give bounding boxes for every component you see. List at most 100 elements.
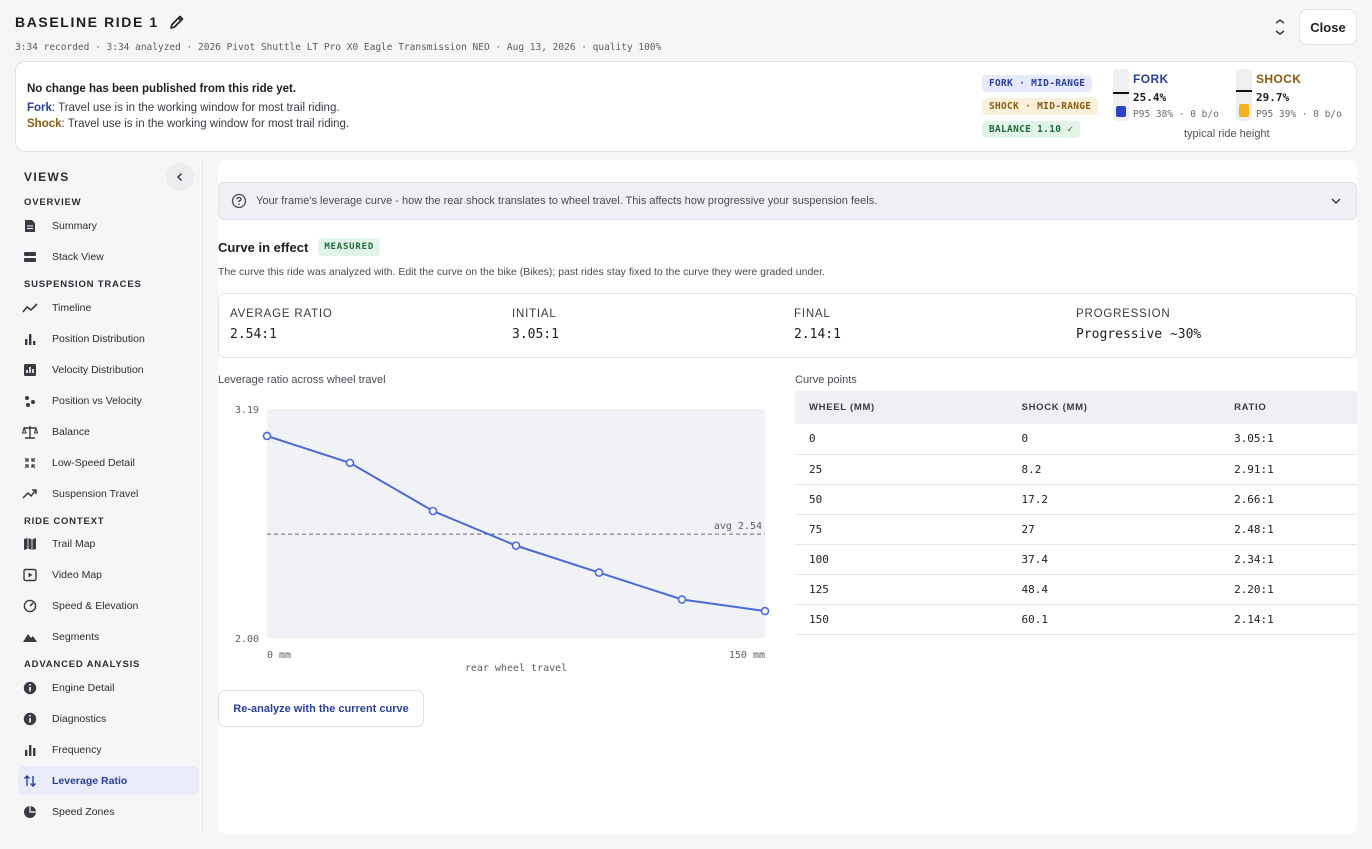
sidebar-item-label: Diagnostics [52, 712, 107, 725]
sidebar-item-label: Balance [52, 425, 90, 438]
views-heading: VIEWS [24, 170, 70, 184]
table-row: 75 27 2.48:1 [795, 514, 1357, 545]
histogram-icon [22, 362, 38, 378]
sidebar-item-segments[interactable]: Segments [18, 622, 199, 651]
collapse-chevrons-icon[interactable] [1272, 18, 1288, 36]
chart-title: Leverage ratio across wheel travel [218, 374, 386, 386]
stat-label: PROGRESSION [1076, 308, 1171, 320]
bar-chart-icon [22, 331, 38, 347]
table-cell: 48.4 [1007, 574, 1221, 605]
sidebar-item-velocity-distribution[interactable]: Velocity Distribution [18, 355, 199, 384]
shock-gauge-fill [1239, 103, 1249, 117]
sidebar-item-leverage-ratio[interactable]: Leverage Ratio [18, 766, 199, 795]
sidebar-item-low-speed-detail[interactable]: Low-Speed Detail [18, 448, 199, 477]
reanalyze-button[interactable]: Re-analyze with the current curve [218, 690, 424, 727]
sidebar-item-label: Engine Detail [52, 681, 115, 694]
table-cell: 25 [795, 454, 1008, 485]
info-expander[interactable]: Your frame's leverage curve - how the re… [218, 182, 1357, 220]
table-cell: 37.4 [1007, 544, 1221, 575]
sidebar-item-video-map[interactable]: Video Map [18, 560, 199, 589]
data-point [677, 595, 687, 604]
section-suspension-traces: SUSPENSION TRACES [24, 279, 142, 290]
sidebar-item-speed-zones[interactable]: Speed Zones [18, 797, 199, 826]
sidebar-item-label: Leverage Ratio [52, 774, 128, 787]
stat-final: FINAL 2.14:1 [794, 308, 841, 342]
sidebar-item-suspension-travel[interactable]: Suspension Travel [18, 479, 199, 508]
sidebar-item-frequency[interactable]: Frequency [18, 735, 199, 764]
ratio-stats-card: AVERAGE RATIO 2.54:1 INITIAL 3.05:1 FINA… [218, 293, 1357, 358]
table-cell: 0 [795, 424, 1008, 455]
measured-badge: MEASURED [318, 238, 381, 256]
sidebar-item-label: Position Distribution [52, 332, 145, 345]
stat-initial: INITIAL 3.05:1 [512, 308, 559, 342]
help-circle-icon [231, 193, 247, 209]
chevron-left-icon [176, 172, 183, 182]
sidebar-item-stack-view[interactable]: Stack View [18, 242, 199, 271]
sidebar-item-label: Stack View [52, 250, 104, 263]
sidebar-collapse-button[interactable] [166, 163, 194, 191]
sidebar-item-diagnostics[interactable]: Diagnostics [18, 704, 199, 733]
section-advanced-analysis: ADVANCED ANALYSIS [24, 659, 141, 670]
stat-value: 2.14:1 [794, 327, 841, 342]
shock-gauge-marker [1236, 89, 1252, 92]
sidebar-item-label: Frequency [52, 743, 102, 756]
balance-chip: BALANCE 1.10 ✓ [982, 121, 1081, 138]
stat-value: Progressive ~30% [1076, 327, 1202, 342]
document-icon [22, 218, 38, 234]
ride-meta: 3:34 recorded · 3:34 analyzed · 2026 Piv… [15, 42, 662, 53]
table-cell: 3.05:1 [1220, 424, 1357, 455]
sidebar-item-timeline[interactable]: Timeline [18, 293, 199, 322]
status-headline: No change has been published from this r… [27, 83, 297, 95]
sidebar-item-engine-detail[interactable]: Engine Detail [18, 673, 199, 702]
data-point [511, 541, 521, 550]
shock-travel-gauge [1236, 69, 1252, 121]
stat-progression: PROGRESSION Progressive ~30% [1076, 308, 1201, 342]
section-ride-context: RIDE CONTEXT [24, 516, 105, 527]
up-down-arrows-icon [22, 773, 38, 789]
data-point [760, 606, 770, 616]
sidebar-item-label: Speed & Elevation [52, 599, 139, 612]
sidebar-item-position-vs-velocity[interactable]: Position vs Velocity [18, 386, 199, 415]
table-header-cell: RATIO [1220, 391, 1357, 424]
table-row: 150 60.1 2.14:1 [795, 604, 1357, 635]
table-cell: 2.66:1 [1220, 484, 1357, 515]
y-tick-label: 3.19 [235, 405, 259, 416]
table-cell: 27 [1007, 514, 1221, 545]
pie-chart-icon [22, 804, 38, 820]
video-icon [22, 567, 38, 583]
shock-status-label: Shock [27, 118, 62, 130]
table-cell: 2.91:1 [1220, 454, 1357, 485]
stat-label: AVERAGE RATIO [230, 308, 333, 320]
sidebar-item-speed-elevation[interactable]: Speed & Elevation [18, 591, 199, 620]
leverage-chart: 3.19 2.00 0 mm 150 mm rear wheel travel avg 2… [235, 405, 770, 674]
sidebar-item-label: Suspension Travel [52, 487, 139, 500]
sidebar-item-label: Timeline [52, 301, 92, 314]
stat-average-ratio: AVERAGE RATIO 2.54:1 [230, 308, 333, 342]
sidebar-item-position-distribution[interactable]: Position Distribution [18, 324, 199, 353]
sidebar-item-balance[interactable]: Balance [18, 417, 199, 446]
table-cell: 125 [795, 574, 1008, 605]
curve-header: Curve in effect MEASURED [218, 238, 381, 256]
stack-icon [22, 249, 38, 265]
edit-pencil-icon[interactable] [169, 14, 185, 30]
data-point [262, 431, 272, 441]
shock-gauge-value: 29.7% [1256, 91, 1290, 104]
stat-value: 3.05:1 [512, 327, 559, 342]
sidebar-item-label: Velocity Distribution [52, 363, 144, 376]
table-header-cell: WHEEL (MM) [795, 391, 1008, 424]
table-cell: 17.2 [1007, 484, 1221, 515]
sidebar-item-summary[interactable]: Summary [18, 211, 199, 240]
table-cell: 2.20:1 [1220, 574, 1357, 605]
table-header-cell: SHOCK (MM) [1007, 391, 1221, 424]
trending-up-icon [22, 486, 38, 502]
fork-status-text: : Travel use is in the working window fo… [51, 102, 340, 114]
average-reference-label: avg 2.54 [714, 521, 762, 532]
sidebar-item-trail-map[interactable]: Trail Map [18, 529, 199, 558]
sidebar-item-label: Trail Map [52, 537, 96, 550]
chevron-down-icon [1331, 198, 1341, 205]
table-cell: 60.1 [1007, 604, 1221, 635]
table-cell: 2.14:1 [1220, 604, 1357, 635]
data-point [428, 506, 438, 516]
sidebar-item-label: Segments [52, 630, 100, 643]
close-button[interactable]: Close [1299, 9, 1357, 45]
